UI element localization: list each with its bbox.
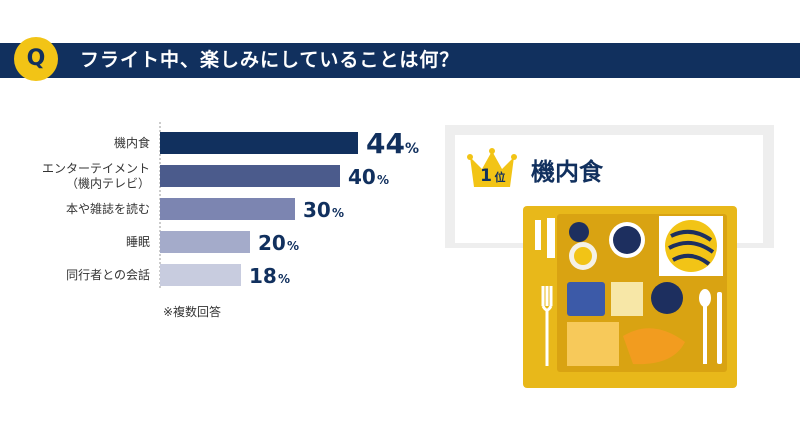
value-label: 40 <box>348 165 376 189</box>
footnote: ※複数回答 <box>163 305 222 319</box>
crown-jewel-center <box>489 148 495 154</box>
salt-packet <box>547 218 555 258</box>
fruit-plate <box>651 282 683 314</box>
category-label: エンターテイメント <box>42 162 150 176</box>
blueberries <box>567 282 605 316</box>
soup <box>613 226 641 254</box>
question-header <box>0 43 800 78</box>
bar-chart: 機内食 44 % エンターテイメント（機内テレビ） 40 % 本や雑誌を読む 30 % 睡眠 20%… <box>42 122 419 288</box>
unit-label: % <box>332 206 344 220</box>
question-title: フライト中、楽しみにしていることは何？ <box>80 49 460 71</box>
cup-drink <box>574 247 592 265</box>
spoon-handle <box>703 304 707 364</box>
cheese <box>611 282 643 316</box>
crown-jewel-left <box>467 154 473 160</box>
bar-4 <box>160 264 241 286</box>
knife-icon <box>717 292 722 364</box>
unit-label: % <box>405 141 419 157</box>
butter-icon <box>569 222 589 242</box>
value-label: 18 <box>249 264 277 288</box>
meal-tray-illustration <box>523 206 737 388</box>
crown-icon: 1 位 <box>467 148 517 187</box>
value-label: 30 <box>303 198 331 222</box>
spoon-icon <box>699 289 711 307</box>
crown-shape <box>470 151 514 187</box>
unit-label: % <box>278 272 290 286</box>
unit-label: % <box>377 173 389 187</box>
pumpkin-dish <box>623 328 685 365</box>
category-label: 睡眠 <box>126 235 150 249</box>
bread-stripes <box>668 229 715 266</box>
category-label: （機内テレビ） <box>66 176 150 191</box>
bar-1 <box>160 165 340 187</box>
category-label: 本や雑誌を読む <box>66 201 150 216</box>
category-label: 同行者との会話 <box>66 267 150 282</box>
rank-number: 1 <box>480 166 492 186</box>
crown-jewel-right <box>511 154 517 160</box>
fork-icon <box>541 286 553 366</box>
category-label: 機内食 <box>114 135 150 150</box>
bar-3 <box>160 231 250 253</box>
bar-0 <box>160 132 358 154</box>
napkin <box>535 220 541 250</box>
value-label: 20 <box>258 231 286 255</box>
rank-label: 機内食 <box>531 158 603 186</box>
unit-label: % <box>287 239 299 253</box>
fries <box>567 322 619 366</box>
value-label: 44 <box>366 127 405 160</box>
question-badge: Q <box>14 37 58 81</box>
rank-suffix: 位 <box>495 170 506 184</box>
bar-2 <box>160 198 295 220</box>
